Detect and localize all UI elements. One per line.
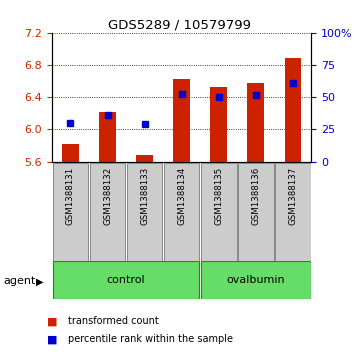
- Text: agent: agent: [4, 276, 36, 286]
- Text: GSM1388133: GSM1388133: [140, 166, 149, 225]
- Text: control: control: [107, 276, 145, 285]
- Bar: [62, 144, 79, 162]
- Text: GSM1388135: GSM1388135: [214, 166, 223, 225]
- Bar: [53, 261, 199, 299]
- Text: GSM1388131: GSM1388131: [66, 166, 75, 225]
- Text: GSM1388134: GSM1388134: [177, 166, 186, 225]
- Bar: [275, 163, 311, 261]
- Text: GDS5289 / 10579799: GDS5289 / 10579799: [107, 18, 251, 31]
- Bar: [164, 163, 199, 261]
- Bar: [136, 155, 153, 162]
- Bar: [211, 87, 227, 162]
- Bar: [53, 163, 88, 261]
- Text: GSM1388136: GSM1388136: [251, 166, 260, 225]
- Bar: [99, 111, 116, 162]
- Text: percentile rank within the sample: percentile rank within the sample: [68, 334, 233, 344]
- Text: ovalbumin: ovalbumin: [227, 276, 285, 285]
- Bar: [173, 79, 190, 162]
- Text: ■: ■: [47, 334, 57, 344]
- Bar: [127, 163, 163, 261]
- Text: GSM1388132: GSM1388132: [103, 166, 112, 225]
- Text: ▶: ▶: [36, 276, 43, 286]
- Bar: [238, 163, 274, 261]
- Text: ■: ■: [47, 316, 57, 326]
- Text: GSM1388137: GSM1388137: [289, 166, 297, 225]
- Bar: [247, 83, 264, 162]
- Bar: [201, 163, 237, 261]
- Bar: [285, 58, 301, 162]
- Text: transformed count: transformed count: [68, 316, 159, 326]
- Bar: [201, 261, 311, 299]
- Bar: [90, 163, 125, 261]
